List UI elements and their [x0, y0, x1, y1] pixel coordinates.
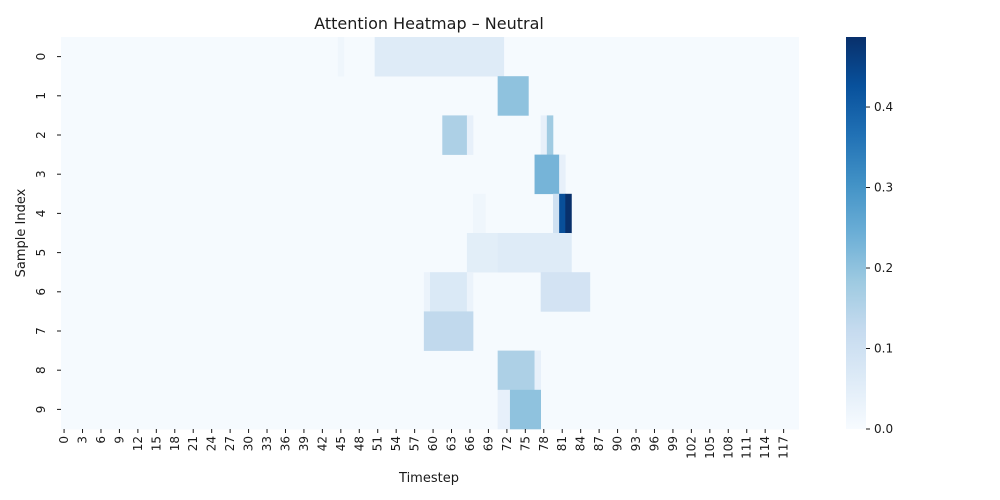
heatmap-cell: [559, 193, 566, 234]
x-tick-label: 54: [389, 436, 403, 451]
colorbar-tick-label: 0.1: [874, 342, 893, 356]
x-tick-label: 45: [334, 436, 348, 451]
colorbar-ticks: 0.0 0.1 0.2 0.3 0.4: [866, 100, 893, 436]
heatmap-cell: [540, 115, 548, 155]
y-axis-label: Sample Index: [14, 188, 29, 277]
x-tick-label: 84: [574, 436, 588, 451]
heatmap-cell: [442, 115, 468, 155]
x-tick-label: 96: [647, 436, 661, 451]
y-tick-label: 4: [34, 210, 48, 218]
x-tick-label: 21: [186, 436, 200, 451]
x-tick-label: 60: [426, 436, 440, 451]
x-tick-label: 78: [537, 436, 551, 451]
x-tick-label: 42: [315, 436, 329, 451]
heatmap-row-background: [61, 115, 799, 156]
x-tick-label: 81: [555, 436, 569, 451]
heatmap-cell: [423, 311, 474, 351]
x-tick-label: 36: [278, 436, 292, 451]
heatmap-cell: [546, 115, 554, 155]
heatmap-cell: [497, 76, 529, 116]
x-tick-label: 51: [371, 436, 385, 451]
colorbar-tick-label: 0.3: [874, 181, 893, 195]
heatmap-cell: [473, 193, 486, 234]
heatmap-cells: [61, 37, 799, 430]
x-tick-label: 15: [149, 436, 163, 451]
heatmap-cell: [423, 272, 431, 312]
x-tick-label: 6: [94, 436, 108, 444]
x-tick-label: 24: [205, 436, 219, 451]
heatmap-cell: [540, 272, 591, 312]
colorbar-tick-label: 0.0: [874, 422, 893, 436]
heatmap-row-background: [61, 350, 799, 391]
y-tick-label: 7: [34, 327, 48, 335]
colorbar-tick-label: 0.4: [874, 100, 893, 114]
y-tick-label: 5: [34, 249, 48, 257]
heatmap-cell: [337, 37, 345, 77]
x-axis-label: Timestep: [398, 471, 459, 486]
x-tick-label: 18: [168, 436, 182, 451]
y-tick-label: 9: [34, 406, 48, 414]
x-tick-label: 9: [112, 436, 126, 444]
y-tick-label: 3: [34, 170, 48, 178]
heatmap-cell: [497, 233, 572, 273]
heatmap-cell: [534, 154, 560, 195]
heatmap-cell: [509, 389, 541, 430]
x-tick-label: 108: [721, 436, 735, 459]
x-tick-label: 117: [777, 436, 791, 459]
x-tick-label: 99: [666, 436, 680, 451]
heatmap-row-background: [61, 389, 799, 430]
x-tick-label: 72: [500, 436, 514, 451]
x-tick-label: 75: [518, 436, 532, 451]
x-tick-label: 39: [297, 436, 311, 451]
x-tick-label: 30: [242, 436, 256, 451]
x-tick-label: 33: [260, 436, 274, 451]
x-tick-label: 69: [481, 436, 495, 451]
heatmap-cell: [374, 37, 505, 77]
x-tick-label: 90: [611, 436, 625, 451]
colorbar-tick-label: 0.2: [874, 261, 893, 275]
heatmap-cell: [430, 272, 468, 312]
x-tick-label: 66: [463, 436, 477, 451]
x-tick-label: 102: [684, 436, 698, 459]
y-tick-label: 6: [34, 288, 48, 296]
x-tick-label: 57: [408, 436, 422, 451]
y-axis-ticks: 0 1 2 3 4 5 6 7 8 9: [34, 53, 61, 413]
heatmap-cell: [466, 272, 474, 312]
heatmap-cell: [553, 193, 560, 234]
x-tick-label: 63: [445, 436, 459, 451]
heatmap-cell: [497, 389, 511, 430]
x-tick-label: 27: [223, 436, 237, 451]
x-tick-label: 111: [740, 436, 754, 459]
x-tick-label: 105: [703, 436, 717, 459]
chart-title: Attention Heatmap – Neutral: [314, 14, 544, 33]
x-tick-label: 48: [352, 436, 366, 451]
heatmap-cell: [565, 193, 572, 234]
heatmap-cell: [466, 115, 474, 155]
y-tick-label: 2: [34, 131, 48, 139]
heatmap-row-background: [61, 233, 799, 273]
heatmap-cell: [534, 350, 541, 391]
y-tick-label: 8: [34, 366, 48, 374]
y-tick-label: 1: [34, 92, 48, 100]
heatmap-row-background: [61, 76, 799, 116]
x-tick-label: 0: [57, 436, 71, 444]
y-tick-label: 0: [34, 53, 48, 61]
heatmap-row-background: [61, 154, 799, 195]
x-tick-label: 12: [131, 436, 145, 451]
heatmap-cell: [497, 350, 535, 391]
x-tick-label: 93: [629, 436, 643, 451]
x-tick-label: 3: [76, 436, 90, 444]
heatmap-cell: [466, 233, 498, 273]
heatmap-cell: [559, 154, 566, 195]
heatmap-row-background: [61, 193, 799, 234]
x-axis-ticks: 0 3 6 9 12 15 18 21 24 27 30 33 36 39 42 45 48 51 54 57 60 63…: [57, 429, 791, 459]
x-tick-label: 114: [758, 436, 772, 459]
x-tick-label: 87: [592, 436, 606, 451]
colorbar: [846, 37, 866, 429]
